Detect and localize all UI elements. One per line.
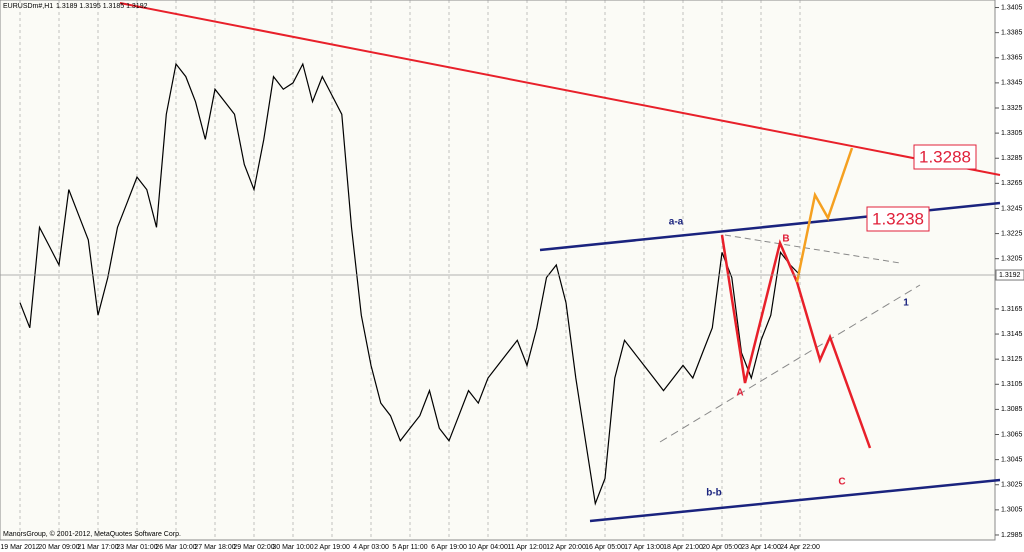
- wave-label: b-b: [706, 488, 722, 499]
- wave-label: B: [782, 234, 789, 245]
- x-tick-label: 21 Mar 17:00: [77, 544, 118, 551]
- target-box: [866, 206, 930, 232]
- y-tick-label: 1.3045: [1001, 456, 1023, 463]
- x-tick-label: 17 Apr 13:00: [624, 544, 664, 551]
- y-tick-label: 1.3385: [1001, 29, 1023, 36]
- target-label: 1.3238: [872, 209, 924, 228]
- x-tick-label: 29 Mar 02:00: [233, 544, 274, 551]
- y-tick-label: 1.3025: [1001, 482, 1023, 489]
- target-box: [913, 144, 977, 170]
- y-tick-label: 1.3085: [1001, 406, 1023, 413]
- y-tick-label: 1.3285: [1001, 155, 1023, 162]
- wave-abc: [720, 234, 799, 384]
- y-tick-label: 1.3145: [1001, 331, 1023, 338]
- y-tick-label: 1.3125: [1001, 356, 1023, 363]
- wave-label: 1: [903, 298, 909, 309]
- x-tick-label: 30 Mar 10:00: [272, 544, 313, 551]
- y-tick-label: 1.3305: [1001, 130, 1023, 137]
- x-tick-label: 20 Apr 05:00: [702, 544, 742, 551]
- x-tick-label: 10 Apr 04:00: [468, 544, 508, 551]
- support-line: [659, 284, 921, 443]
- resistance-line: [119, 2, 1001, 176]
- y-tick-label: 1.3225: [1001, 230, 1023, 237]
- series: [19, 62, 801, 506]
- last-price-label: 1.3192: [999, 272, 1021, 279]
- wave-label: C: [838, 477, 845, 488]
- price-line: [19, 62, 801, 506]
- x-tick-label: 20 Mar 09:00: [38, 544, 79, 551]
- x-tick-label: 6 Apr 19:00: [431, 544, 467, 551]
- x-tick-label: 26 Mar 10:00: [155, 544, 196, 551]
- y-tick-label: 1.3325: [1001, 105, 1023, 112]
- plot-area: [0, 0, 996, 541]
- x-tick-label: 2 Apr 19:00: [314, 544, 350, 551]
- x-tick-label: 12 Apr 20:00: [546, 544, 586, 551]
- y-tick-label: 1.3365: [1001, 55, 1023, 62]
- x-tick-label: 5 Apr 11:00: [392, 544, 427, 551]
- y-tick-label: 1.2985: [1001, 532, 1023, 539]
- grid: [19, 0, 801, 540]
- x-tick-label: 23 Mar 01:00: [116, 544, 157, 551]
- y-tick-label: 1.3165: [1001, 306, 1023, 313]
- y-tick-label: 1.3245: [1001, 205, 1023, 212]
- channel-bottom: [589, 478, 1001, 523]
- target-label: 1.3288: [919, 147, 971, 166]
- symbol-title: EURUSDm#,H1: [3, 3, 53, 10]
- ohlc-values: 1.3189 1.3195 1.3185 1.3192: [56, 3, 148, 10]
- last-price-box: [995, 269, 1024, 281]
- wave-up-projection: [795, 147, 854, 283]
- wave-label: a-a: [669, 217, 684, 228]
- y-tick-label: 1.3265: [1001, 180, 1023, 187]
- y-tick-label: 1.3105: [1001, 381, 1023, 388]
- x-tick-label: 4 Apr 03:00: [353, 544, 389, 551]
- x-tick-label: 27 Mar 18:00: [194, 544, 235, 551]
- x-tick-label: 18 Apr 21:00: [663, 544, 703, 551]
- x-tick-label: 16 Apr 05:00: [585, 544, 625, 551]
- x-tick-label: 24 Apr 22:00: [780, 544, 820, 551]
- x-tick-label: 11 Apr 12:00: [507, 544, 546, 551]
- x-tick-label: 19 Mar 2012: [0, 544, 39, 551]
- wave-label: A: [736, 388, 743, 399]
- x-tick-label: 23 Apr 14:00: [741, 544, 781, 551]
- y-tick-label: 1.3065: [1001, 431, 1023, 438]
- y-tick-label: 1.3345: [1001, 80, 1023, 87]
- y-tick-label: 1.3205: [1001, 256, 1023, 263]
- y-tick-label: 1.3405: [1001, 4, 1023, 11]
- wave-c-projection: [795, 281, 872, 449]
- y-tick-label: 1.3005: [1001, 507, 1023, 514]
- footer: ManorsGroup, © 2001-2012, MetaQuotes Sof…: [3, 530, 181, 538]
